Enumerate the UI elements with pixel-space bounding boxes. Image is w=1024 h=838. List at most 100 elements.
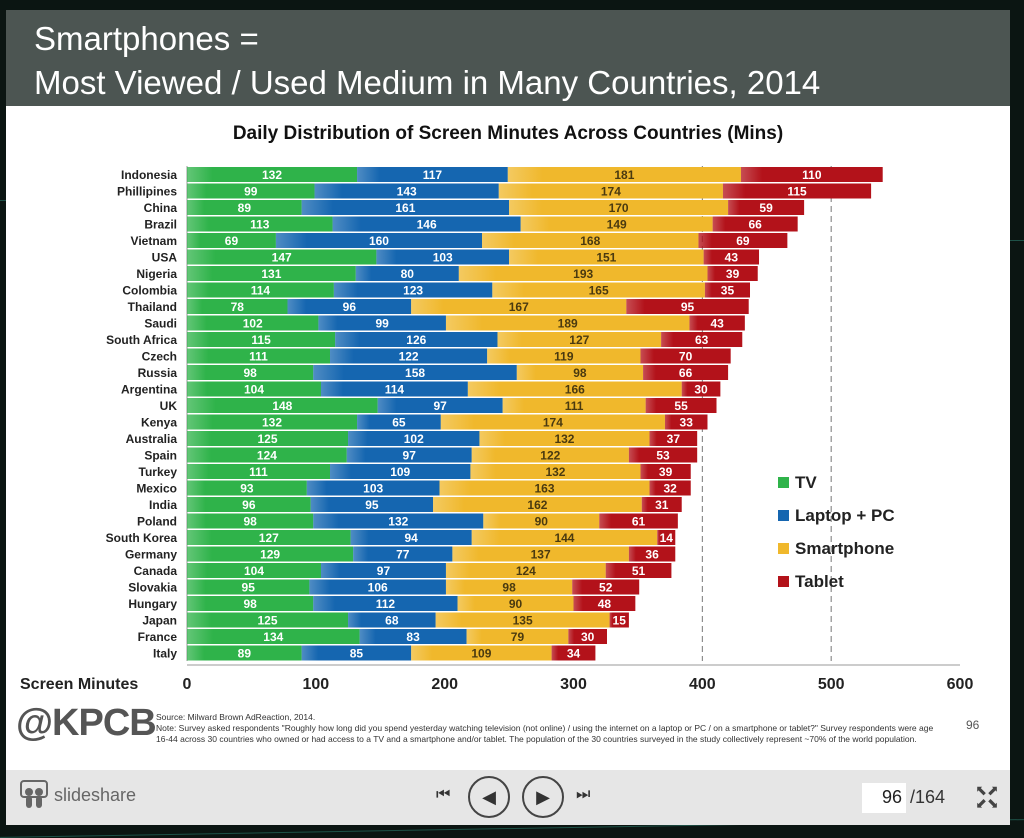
data-label: 97 (433, 399, 447, 413)
data-label: 99 (244, 185, 258, 199)
data-label: 102 (243, 317, 263, 331)
bar-smartphone-japan (435, 612, 610, 628)
previous-slide-button[interactable]: ◀ (468, 776, 510, 818)
x-tick-label: 200 (431, 676, 458, 693)
legend-label: Laptop + PC (795, 505, 895, 525)
bar-tablet-vietnam (698, 233, 788, 248)
data-label: 110 (802, 168, 822, 182)
data-label: 132 (262, 168, 282, 182)
data-label: 39 (726, 267, 740, 281)
data-label: 148 (272, 399, 292, 413)
first-slide-button[interactable]: ⏮ (436, 786, 451, 803)
data-label: 161 (395, 201, 415, 215)
data-label: 77 (396, 548, 410, 562)
category-label: Vietnam (131, 234, 177, 248)
data-label: 32 (663, 482, 677, 496)
data-label: 15 (613, 614, 627, 628)
bar-tv-phillipines (187, 183, 315, 199)
bar-smartphone-hungary (457, 596, 574, 611)
category-label: USA (152, 251, 178, 265)
data-label: 79 (511, 630, 525, 644)
bar-tv-china (187, 200, 302, 215)
bar-laptop-pc-japan (348, 612, 436, 628)
category-label: Slovakia (128, 581, 177, 595)
data-label: 99 (376, 317, 390, 331)
category-label: Colombia (122, 284, 177, 298)
legend-swatch (778, 576, 789, 587)
x-tick-label: 400 (689, 676, 716, 693)
data-label: 69 (225, 234, 239, 248)
data-label: 111 (249, 465, 268, 479)
bar-tablet-russia (643, 365, 729, 380)
data-label: 37 (667, 432, 681, 446)
player-bar: slideshare ⏮ ◀ ▶ ⏭ 96 /164 ⬉⬈ ⬋⬊ (6, 770, 1010, 825)
bar-laptop-pc-mexico (306, 480, 440, 496)
legend-swatch (778, 510, 789, 521)
data-label: 31 (655, 498, 669, 512)
data-label: 96 (242, 498, 256, 512)
bar-tv-kenya (187, 414, 358, 430)
category-label: China (144, 201, 178, 215)
legend-swatch (778, 543, 789, 554)
slide-title-line1: Smartphones = (34, 20, 259, 57)
category-label: Poland (137, 515, 177, 529)
data-label: 97 (377, 564, 391, 578)
data-label: 168 (580, 234, 600, 248)
page-input[interactable]: 96 (862, 783, 906, 813)
data-label: 109 (390, 465, 410, 479)
stacked-bar-chart: 0 100 200 300 400 500 600 Screen Minutes Indones… (20, 166, 973, 693)
bar-smartphone-usa (509, 249, 704, 265)
bar-tablet-thailand (626, 299, 749, 314)
category-label: Nigeria (136, 267, 177, 281)
bar-smartphone-poland (483, 513, 600, 529)
bar-laptop-pc-russia (313, 365, 517, 380)
bar-smartphone-indonesia (507, 167, 741, 182)
next-slide-button[interactable]: ▶ (522, 776, 564, 818)
data-label: 39 (659, 465, 673, 479)
data-label: 125 (258, 614, 278, 628)
data-label: 89 (238, 647, 252, 661)
category-label: Mexico (136, 482, 177, 496)
bar-tv-india (187, 497, 311, 512)
last-slide-button[interactable]: ⏭ (576, 786, 591, 803)
bar-tv-south-africa (187, 332, 336, 347)
legend-item: Smartphone (778, 532, 895, 565)
bar-tv-poland (187, 513, 314, 529)
legend-label: Tablet (795, 571, 844, 591)
kpcb-logo: @KPCB (16, 702, 157, 744)
data-label: 174 (543, 416, 563, 430)
category-label: Indonesia (121, 168, 177, 182)
data-label: 98 (573, 366, 587, 380)
data-label: 98 (243, 366, 257, 380)
fullscreen-icon[interactable]: ⬉⬈ ⬋⬊ (975, 782, 999, 811)
x-tick-label: 300 (560, 676, 587, 693)
category-label: Hungary (128, 597, 177, 611)
x-tick-label: 100 (302, 676, 329, 693)
category-label: South Korea (106, 531, 178, 545)
data-label: 35 (721, 284, 735, 298)
x-tick-label: 0 (183, 676, 192, 693)
data-label: 95 (681, 300, 695, 314)
data-label: 151 (596, 251, 616, 265)
slideshare-logo[interactable]: slideshare (20, 780, 136, 810)
bar-laptop-pc-poland (313, 513, 484, 529)
data-label: 103 (433, 251, 453, 265)
data-label: 66 (748, 218, 762, 232)
bar-laptop-pc-australia (348, 431, 480, 446)
bar-laptop-pc-saudi (318, 315, 446, 331)
data-label: 115 (787, 185, 807, 199)
category-label: Turkey (139, 465, 178, 479)
data-label: 43 (725, 251, 739, 265)
data-label: 104 (244, 383, 264, 397)
bar-smartphone-vietnam (482, 233, 699, 248)
category-label: Japan (142, 614, 177, 628)
bar-tablet-australia (649, 431, 698, 446)
data-label: 66 (679, 366, 693, 380)
bar-tv-canada (187, 563, 321, 578)
data-label: 98 (243, 515, 257, 529)
data-label: 36 (645, 548, 659, 562)
data-label: 132 (262, 416, 282, 430)
data-label: 102 (404, 432, 424, 446)
legend: TV Laptop + PC Smartphone Tablet (778, 466, 895, 598)
category-label: Spain (144, 449, 177, 463)
